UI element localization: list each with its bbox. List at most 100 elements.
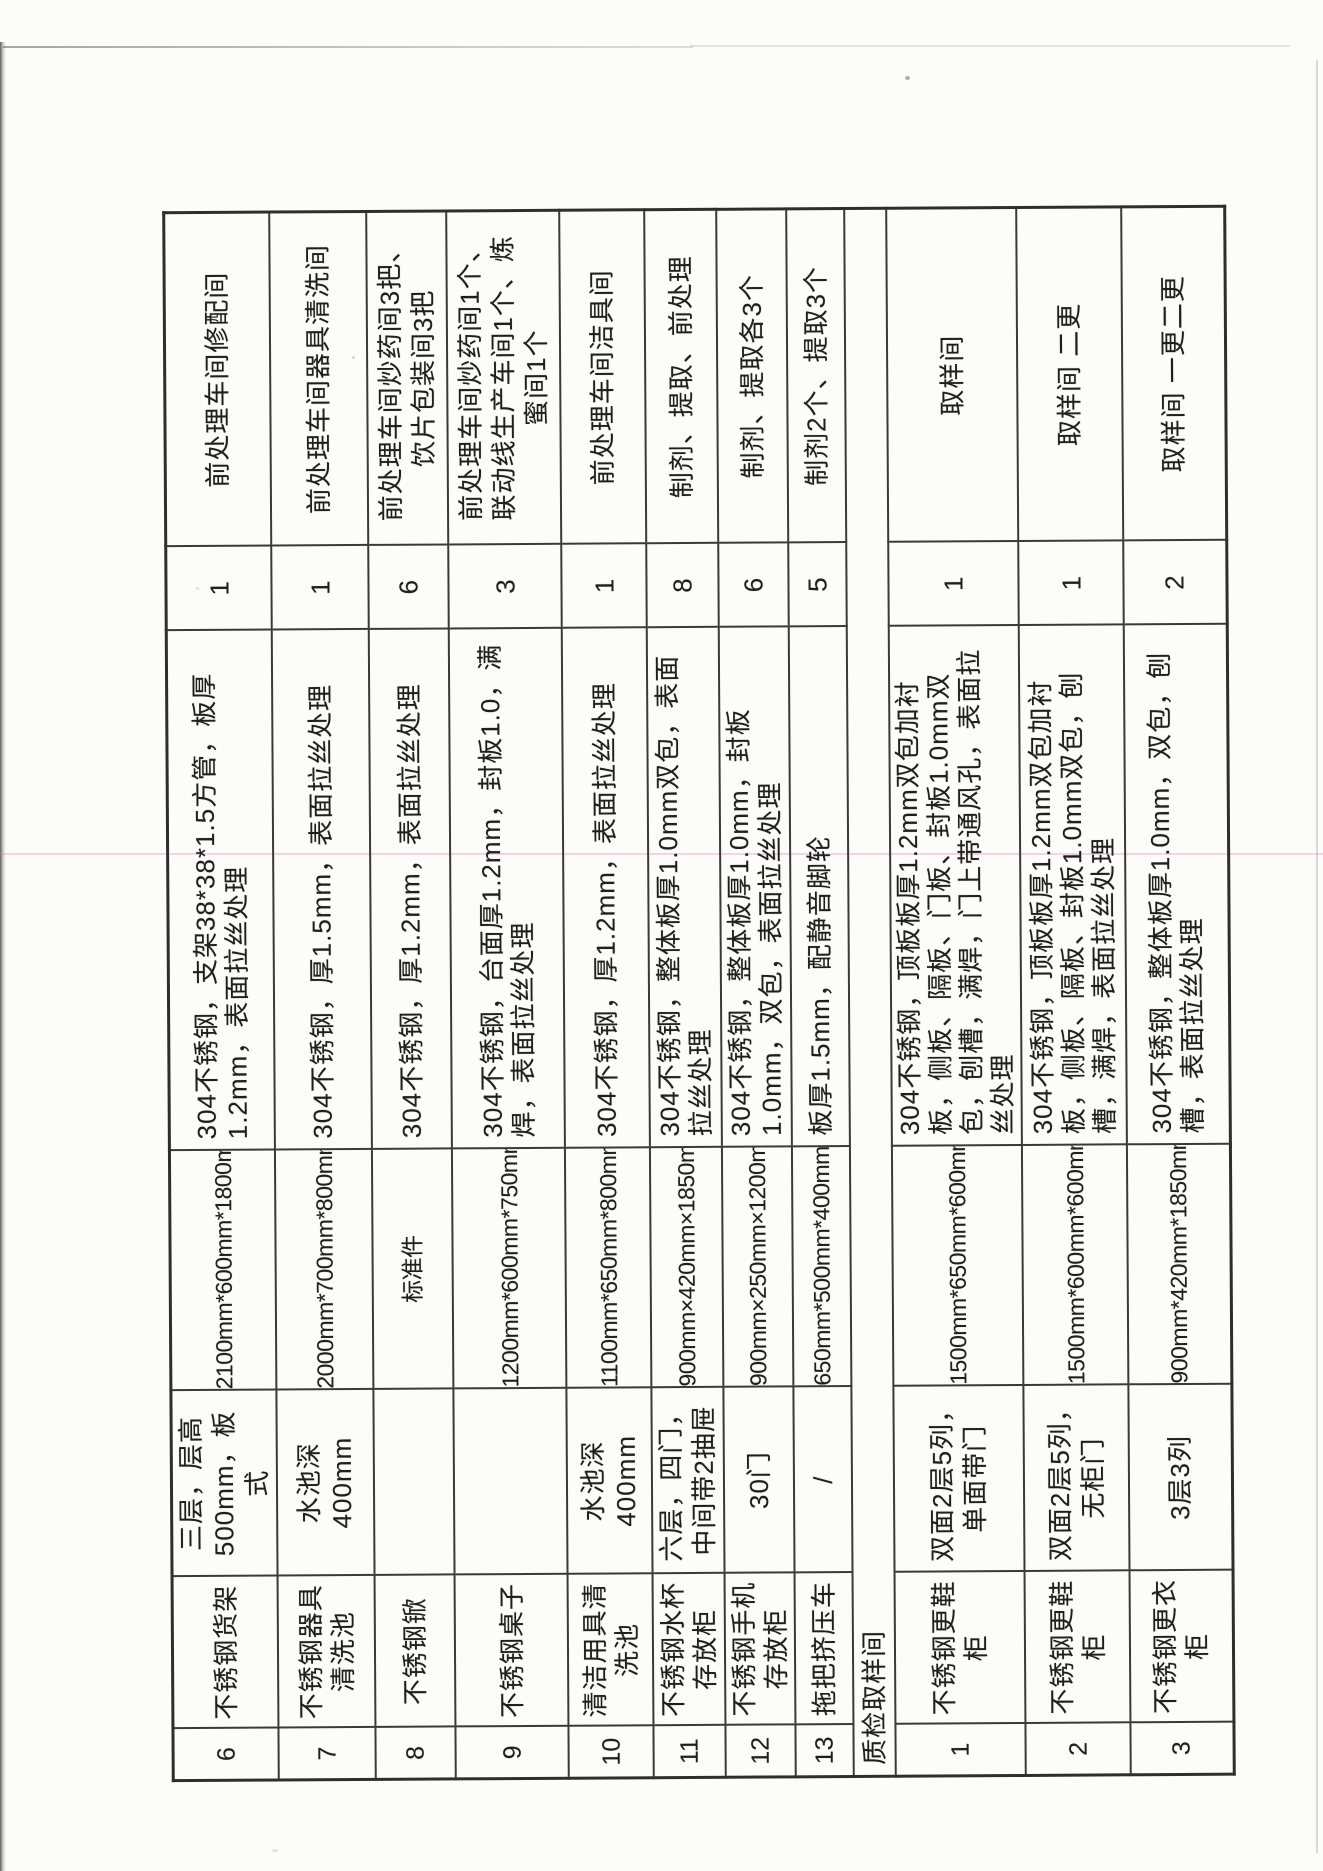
item-name-cell: 不锈钢货架 — [172, 1576, 279, 1729]
item-name-cell: 拖把挤压车 — [794, 1572, 854, 1725]
scan-speck — [196, 587, 199, 590]
item-spec-cell: 水池深400mm — [276, 1389, 375, 1577]
item-material-cell: 304不锈钢，整体板厚1.0mm，双包，刨槽，表面拉丝处理 — [1123, 624, 1230, 1145]
rotated-table-wrapper: 6 不锈钢货架 三层，层高500mm，板式 2100mm*600mm*1800m… — [162, 204, 1236, 1783]
item-location-cell: 前处理车间修配间 — [163, 212, 272, 547]
item-name-cell: 不锈钢更鞋柜 — [894, 1571, 1026, 1725]
item-name-cell: 不锈钢更衣柜 — [1129, 1570, 1234, 1723]
item-location-cell: 前处理车间炒药间1个、联动线生产车间1个、炼蜜间1个 — [446, 210, 562, 545]
item-spec-cell: 30门 — [723, 1386, 795, 1574]
item-name-cell: 不锈钢锨 — [374, 1574, 456, 1728]
table-row: 8 不锈钢锨 标准件 304不锈钢，厚1.2mm，表面拉丝处理 6 前处理车间炒… — [366, 210, 456, 1780]
scan-speck — [272, 1849, 278, 1852]
item-qty-cell: 2 — [1123, 540, 1227, 625]
item-spec-cell — [453, 1388, 568, 1575]
table-row: 2 不锈钢更鞋柜 双面2层5列，无柜门 1500mm*600mm*600mm 3… — [1016, 206, 1131, 1776]
row-number-cell: 10 — [568, 1725, 654, 1779]
item-spec-cell: 三层，层高500mm，板式 — [170, 1390, 278, 1577]
table-row: 3 不锈钢更衣柜 3层3列 900mm*420mm*1850mm 304不锈钢，… — [1121, 206, 1234, 1775]
item-size-cell: 2100mm*600mm*1800mm — [169, 1150, 277, 1391]
scan-speck — [905, 76, 910, 80]
item-spec-cell: 双面2层5列，单面带门 — [893, 1385, 1025, 1573]
item-location-cell: 前处理车间炒药间3把、饮片包装间3把 — [366, 210, 449, 546]
scan-pink-line-artifact — [0, 853, 1323, 855]
item-size-cell: 900mm×420mm×1850mm — [649, 1147, 724, 1388]
row-number-cell: 13 — [795, 1724, 854, 1777]
table-row: 13 拖把挤压车 / 650mm*500mm*400mm 板厚1.5mm，配静音… — [786, 208, 854, 1777]
table-row: 9 不锈钢桌子 1200mm*600mm*750mm 304不锈钢，台面厚1.2… — [446, 210, 569, 1779]
item-spec-cell: 水池深400mm — [566, 1387, 653, 1575]
item-qty-cell: 6 — [368, 544, 449, 630]
item-material-cell: 304不锈钢，整体板厚1.0mm双包，表面拉丝处理 — [646, 627, 722, 1148]
item-location-cell: 取样间 二更 — [1016, 206, 1124, 542]
item-spec-cell — [373, 1388, 455, 1576]
equipment-table: 6 不锈钢货架 三层，层高500mm，板式 2100mm*600mm*1800m… — [162, 204, 1236, 1783]
item-size-cell: 900mm×250mm×1200mm — [721, 1146, 794, 1388]
item-spec-cell: 六层，四门，中间带2抽屉 — [651, 1387, 725, 1574]
item-name-cell: 不锈钢器具清洗池 — [277, 1575, 376, 1729]
item-location-cell: 制剂2个、提取3个 — [786, 208, 847, 543]
row-number-cell: 8 — [375, 1726, 456, 1780]
item-name-cell: 不锈钢桌子 — [454, 1574, 569, 1727]
item-material-cell: 304不锈钢，顶板板厚1.2mm双包加衬板，侧板、隔板、封板1.0mm双包，刨槽… — [1018, 624, 1127, 1146]
item-location-cell: 取样间 — [886, 207, 1019, 543]
item-spec-cell: 3层3列 — [1128, 1384, 1233, 1571]
item-size-cell: 1100mm*650mm*800mm — [564, 1147, 652, 1389]
scan-speck — [352, 356, 355, 359]
row-number-cell: 7 — [278, 1727, 376, 1781]
table-row: 10 清洁用具清洗池 水池深400mm 1100mm*650mm*800mm 3… — [559, 209, 654, 1779]
scan-edge-top-line — [3, 46, 693, 48]
item-qty-cell: 8 — [646, 543, 719, 628]
item-name-cell: 清洁用具清洗池 — [567, 1573, 654, 1727]
row-number-cell: 11 — [653, 1725, 726, 1778]
item-qty-cell: 3 — [448, 544, 562, 629]
item-material-cell: 304不锈钢，顶板板厚1.2mm双包加衬板，侧板、隔板、门板、封板1.0mm双包… — [888, 625, 1022, 1147]
item-qty-cell: 1 — [271, 545, 369, 631]
item-name-cell: 不锈钢水杯存放柜 — [652, 1573, 726, 1726]
table-row: 11 不锈钢水杯存放柜 六层，四门，中间带2抽屉 900mm×420mm×185… — [644, 209, 726, 1778]
item-qty-cell: 1 — [561, 543, 647, 629]
scan-edge-left-shadow — [0, 42, 6, 1871]
item-size-cell: 标准件 — [371, 1148, 454, 1390]
item-size-cell: 900mm*420mm*1850mm — [1126, 1144, 1232, 1385]
item-name-cell: 不锈钢手机存放柜 — [724, 1572, 796, 1726]
row-number-cell: 12 — [725, 1724, 796, 1778]
item-material-cell: 304不锈钢，台面厚1.2mm，封板1.0，满焊，表面拉丝处理 — [448, 628, 565, 1149]
item-material-cell: 304不锈钢，支架38*38*1.5方管，板厚1.2mm，表面拉丝处理 — [166, 630, 275, 1151]
item-qty-cell: 5 — [788, 542, 847, 627]
item-material-cell: 304不锈钢，整体板厚1.0mm，封板1.0mm，双包，表面拉丝处理 — [718, 626, 792, 1148]
item-material-cell: 板厚1.5mm，配静音脚轮 — [788, 626, 850, 1147]
item-location-cell: 取样间 一更二更 — [1121, 206, 1227, 541]
item-spec-cell: 双面2层5列，无柜门 — [1023, 1384, 1130, 1572]
row-number-cell: 3 — [1130, 1722, 1234, 1775]
scan-edge-right-line — [1316, 60, 1318, 1853]
item-location-cell: 前处理车间洁具间 — [559, 209, 647, 545]
table-region: 6 不锈钢货架 三层，层高500mm，板式 2100mm*600mm*1800m… — [162, 204, 1236, 1784]
item-material-cell: 304不锈钢，厚1.2mm，表面拉丝处理 — [561, 627, 650, 1149]
table-row: 6 不锈钢货架 三层，层高500mm，板式 2100mm*600mm*1800m… — [163, 212, 279, 1781]
item-size-cell: 650mm*500mm*400mm — [791, 1146, 852, 1387]
table-row: 1 不锈钢更鞋柜 双面2层5列，单面带门 1500mm*650mm*600mm … — [886, 207, 1026, 1777]
table-row: 12 不锈钢手机存放柜 30门 900mm×250mm×1200mm 304不锈… — [716, 208, 796, 1778]
item-material-cell: 304不锈钢，厚1.5mm，表面拉丝处理 — [271, 629, 372, 1151]
item-qty-cell: 1 — [888, 541, 1019, 627]
scan-speck — [533, 421, 536, 424]
item-size-cell: 1500mm*600mm*600mm — [1021, 1144, 1129, 1386]
item-qty-cell: 1 — [1018, 540, 1124, 626]
item-name-cell: 不锈钢更鞋柜 — [1024, 1570, 1131, 1724]
item-size-cell: 1500mm*650mm*600mm — [891, 1145, 1024, 1387]
table-row: 7 不锈钢器具清洗池 水池深400mm 2000mm*700mm*800mm 3… — [269, 211, 376, 1781]
row-number-cell: 9 — [455, 1726, 569, 1779]
row-number-cell: 6 — [172, 1728, 279, 1781]
scan-edge-top-line-faint — [690, 45, 1290, 47]
item-location-cell: 制剂、提取、前处理 — [644, 209, 719, 544]
row-number-cell: 1 — [895, 1723, 1026, 1777]
item-size-cell: 2000mm*700mm*800mm — [274, 1149, 374, 1391]
item-material-cell: 304不锈钢，厚1.2mm，表面拉丝处理 — [368, 628, 452, 1150]
item-location-cell: 前处理车间器具清洗间 — [269, 211, 369, 547]
item-size-cell: 1200mm*600mm*750mm — [451, 1148, 567, 1389]
item-location-cell: 制剂、提取各3个 — [716, 208, 789, 544]
item-qty-cell: 6 — [718, 542, 789, 628]
item-spec-cell: / — [793, 1386, 853, 1573]
